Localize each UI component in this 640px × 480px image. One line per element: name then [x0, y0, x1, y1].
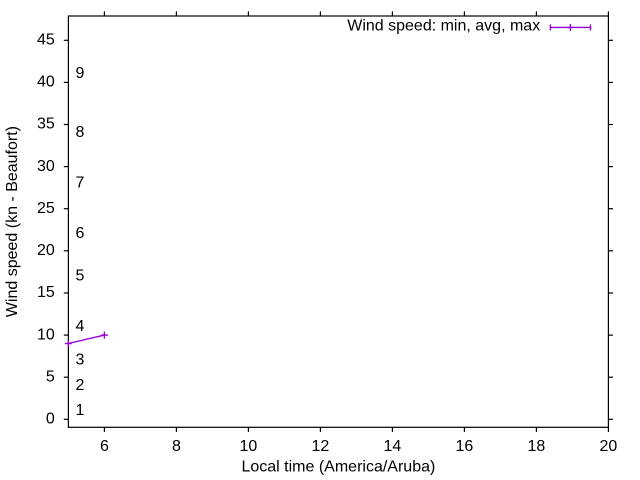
svg-text:6: 6 — [76, 225, 85, 242]
svg-text:2: 2 — [76, 377, 85, 394]
svg-text:Local time (America/Aruba): Local time (America/Aruba) — [241, 459, 435, 476]
svg-text:6: 6 — [100, 438, 109, 455]
svg-text:4: 4 — [76, 318, 85, 335]
svg-text:1: 1 — [76, 402, 85, 419]
svg-text:18: 18 — [528, 438, 546, 455]
svg-text:0: 0 — [46, 411, 55, 428]
svg-text:15: 15 — [37, 284, 55, 301]
svg-text:5: 5 — [46, 368, 55, 385]
svg-text:9: 9 — [76, 65, 85, 82]
svg-text:8: 8 — [172, 438, 181, 455]
svg-text:20: 20 — [37, 242, 55, 259]
svg-text:35: 35 — [37, 116, 55, 133]
svg-text:10: 10 — [37, 326, 55, 343]
svg-text:12: 12 — [312, 438, 330, 455]
svg-text:8: 8 — [76, 124, 85, 141]
svg-text:16: 16 — [456, 438, 474, 455]
svg-text:45: 45 — [37, 32, 55, 49]
svg-text:Wind speed (kn - Beaufort): Wind speed (kn - Beaufort) — [4, 126, 21, 317]
svg-text:3: 3 — [76, 352, 85, 369]
svg-text:10: 10 — [240, 438, 258, 455]
svg-text:30: 30 — [37, 158, 55, 175]
svg-text:20: 20 — [600, 438, 618, 455]
svg-text:25: 25 — [37, 200, 55, 217]
svg-text:7: 7 — [76, 175, 85, 192]
svg-text:14: 14 — [384, 438, 402, 455]
svg-text:40: 40 — [37, 74, 55, 91]
svg-text:Wind speed: min, avg, max: Wind speed: min, avg, max — [347, 18, 540, 35]
svg-text:5: 5 — [76, 267, 85, 284]
